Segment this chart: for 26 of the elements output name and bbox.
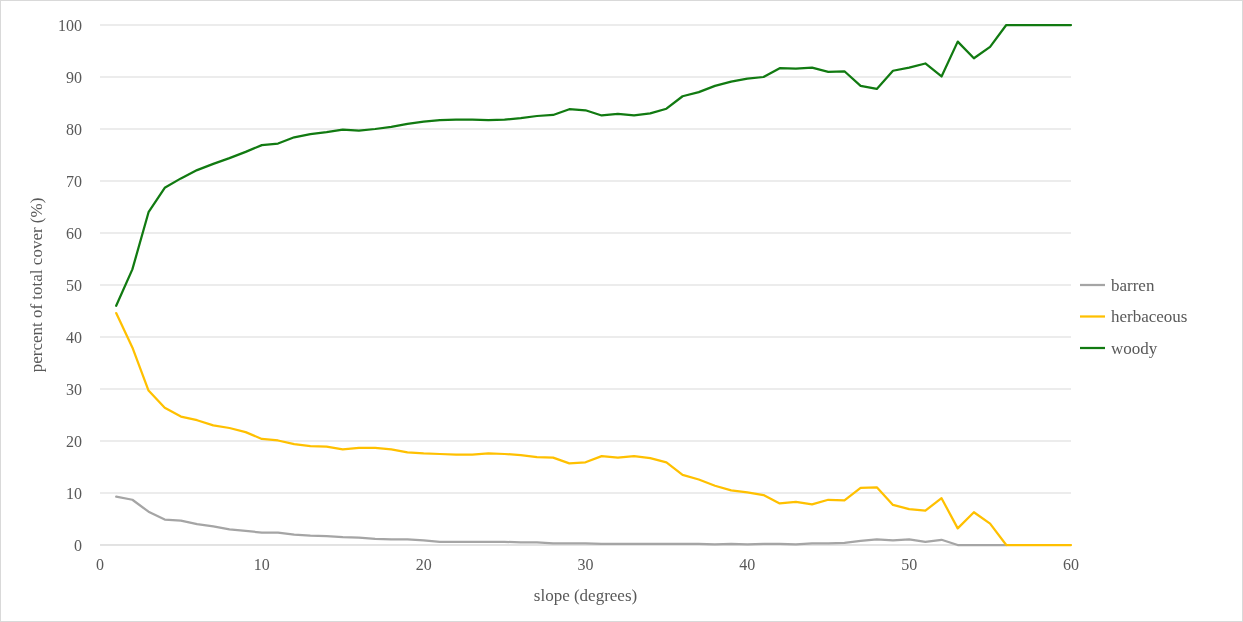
x-axis-title: slope (degrees) <box>533 586 638 605</box>
y-tick-label: 30 <box>66 380 82 398</box>
y-tick-label: 40 <box>66 328 82 346</box>
x-tick-label: 20 <box>415 556 432 573</box>
x-tick-label: 30 <box>577 556 594 573</box>
x-tick-label: 50 <box>901 556 918 573</box>
line-series <box>115 495 1008 547</box>
x-tick-label: 0 <box>96 556 104 573</box>
y-axis-title: percent of total cover (%) <box>27 197 46 373</box>
y-tick-label: 50 <box>66 276 82 294</box>
y-tick-label: 60 <box>66 224 82 242</box>
y-tick-label: 80 <box>66 120 82 138</box>
legend-label: herbaceous <box>1111 307 1188 327</box>
x-tick-label: 10 <box>253 556 270 573</box>
y-tick-label: 90 <box>66 68 82 86</box>
y-tick-label: 10 <box>66 484 82 502</box>
legend-label: barren <box>1111 275 1155 295</box>
y-tick-label: 70 <box>66 172 82 190</box>
y-tick-label: 100 <box>58 16 82 34</box>
line-series <box>115 23 1073 307</box>
legend-label: woody <box>1111 338 1158 358</box>
x-tick-label: 40 <box>739 556 756 573</box>
y-tick-label: 0 <box>74 536 82 554</box>
line-series <box>115 311 1073 547</box>
x-tick-label: 60 <box>1063 556 1079 573</box>
y-tick-label: 20 <box>66 432 82 450</box>
